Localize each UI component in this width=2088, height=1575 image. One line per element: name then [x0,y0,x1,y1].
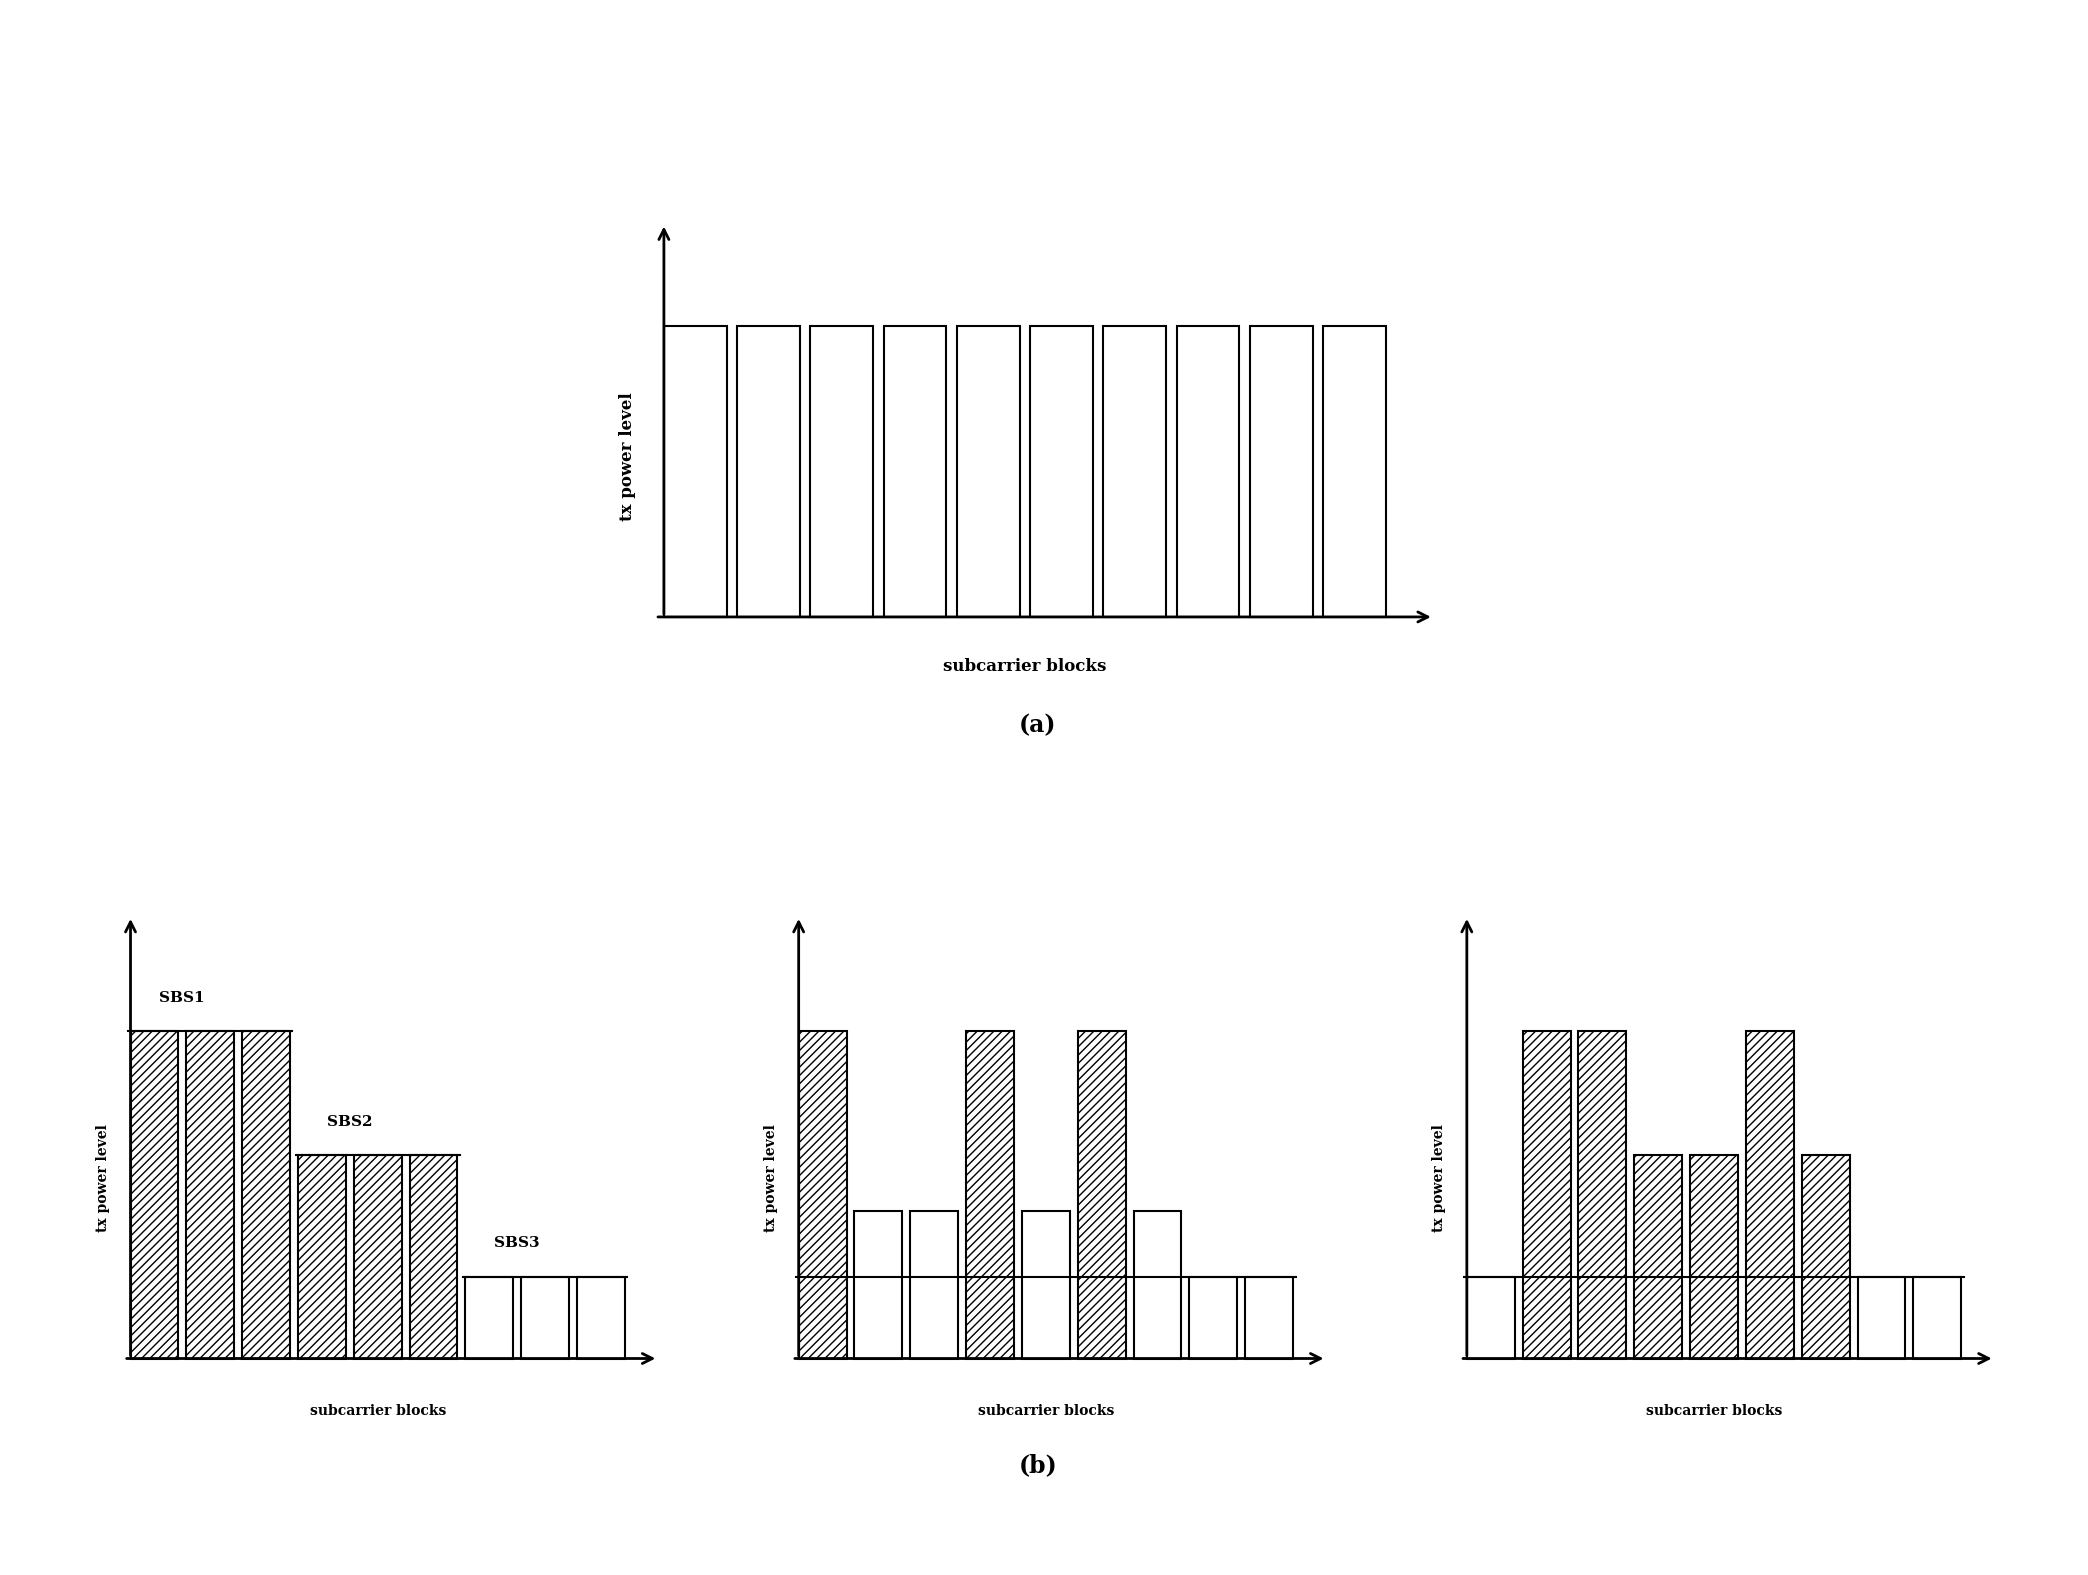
Bar [1858,1277,1906,1359]
Bar [956,326,1019,617]
Bar [299,1156,347,1359]
Bar [1102,326,1165,617]
Bar [1134,1211,1182,1359]
Text: SBS1: SBS1 [159,991,205,1005]
Bar [883,326,946,617]
Bar [800,1030,846,1359]
Text: tx power level: tx power level [764,1125,777,1232]
Bar [242,1030,290,1359]
Bar [1579,1030,1627,1359]
Text: subcarrier blocks: subcarrier blocks [309,1405,447,1419]
Text: (b): (b) [1019,1454,1057,1477]
Bar [1689,1156,1737,1359]
Text: (a): (a) [1019,713,1057,737]
Bar [1324,326,1386,617]
Bar [1913,1277,1961,1359]
Bar [409,1156,457,1359]
Bar [854,1211,902,1359]
Text: subcarrier blocks: subcarrier blocks [977,1405,1115,1419]
Bar [737,326,800,617]
Bar [1635,1156,1683,1359]
Bar [910,1211,958,1359]
Bar [1176,326,1240,617]
Bar [1190,1277,1238,1359]
Text: SBS3: SBS3 [495,1236,541,1251]
Bar [1077,1030,1125,1359]
Text: subcarrier blocks: subcarrier blocks [1645,1405,1783,1419]
Text: tx power level: tx power level [96,1125,109,1232]
Bar [1802,1156,1850,1359]
Text: SBS2: SBS2 [326,1115,372,1129]
Bar [1468,1277,1514,1359]
Bar [353,1156,401,1359]
Bar [664,326,727,617]
Bar [810,326,873,617]
Bar [1021,1211,1069,1359]
Bar [1746,1030,1794,1359]
Bar [1244,1277,1292,1359]
Text: tx power level: tx power level [618,392,635,521]
Bar [1522,1030,1570,1359]
Bar [132,1030,177,1359]
Bar [186,1030,234,1359]
Text: subcarrier blocks: subcarrier blocks [944,658,1107,674]
Bar [1251,326,1313,617]
Bar [1029,326,1092,617]
Bar [576,1277,624,1359]
Bar [466,1277,514,1359]
Bar [522,1277,570,1359]
Text: tx power level: tx power level [1432,1125,1445,1232]
Bar [967,1030,1015,1359]
